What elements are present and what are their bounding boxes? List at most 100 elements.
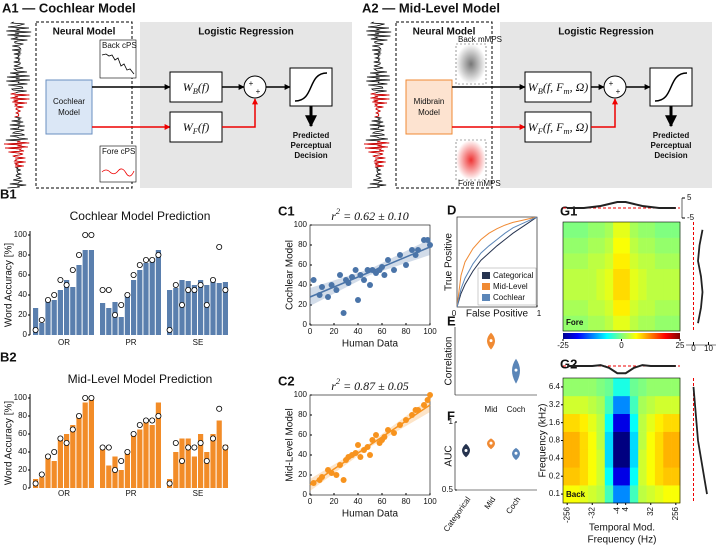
- category-label: PR: [125, 489, 136, 498]
- heatmap-cell: [629, 284, 639, 301]
- heatmap-cell: [613, 395, 622, 415]
- heatmap-cell: [663, 268, 672, 285]
- subscript: m: [564, 87, 570, 96]
- scatter-point: [352, 267, 359, 273]
- human-point: [51, 448, 58, 455]
- heatmap-cell: [671, 467, 681, 486]
- y-axis-label: Correlation: [444, 337, 455, 386]
- heatmap-cell: [638, 299, 647, 316]
- weight-label: WB(f, Fm, Ω): [528, 80, 589, 97]
- temporal-profile: [567, 201, 676, 209]
- heatmap-cell: [621, 378, 631, 397]
- text-part: (f): [198, 80, 209, 94]
- y-tick-label: 0.1: [549, 489, 561, 498]
- subscript: F: [537, 127, 544, 136]
- weight-label: WF(f, Fm, Ω): [528, 120, 589, 137]
- heatmap-cell: [621, 395, 631, 415]
- section-title: Neural Model: [53, 27, 116, 38]
- heatmap-cell: [604, 237, 614, 254]
- heatmap-cell: [646, 413, 656, 432]
- heatmap-cell: [596, 299, 606, 316]
- heatmap-cell: [613, 449, 622, 468]
- bar: [82, 250, 88, 335]
- human-point: [82, 231, 89, 238]
- scatter-point: [310, 277, 317, 283]
- heatmap-cell: [638, 413, 647, 432]
- heatmap-frame: [562, 221, 681, 332]
- heatmap-cell: [663, 237, 672, 254]
- bar: [204, 452, 210, 488]
- heatmap-cell: [604, 315, 614, 332]
- sum-sign: +: [616, 87, 621, 96]
- bar: [39, 477, 45, 488]
- heatmap-cell: [629, 315, 639, 332]
- scatter-point: [373, 432, 379, 438]
- heatmap-cell: [579, 413, 589, 432]
- heatmap-cell: [671, 449, 681, 468]
- legend-label: Cochlear: [493, 293, 525, 302]
- model-label: Cochlear: [53, 97, 85, 106]
- heatmap-cell: [571, 299, 581, 316]
- human-point: [216, 405, 223, 412]
- bar: [118, 317, 124, 335]
- heatmap-cell: [654, 315, 664, 332]
- heatmap-cell: [646, 467, 656, 486]
- human-point: [209, 276, 216, 283]
- temporal-profile: [567, 364, 676, 375]
- x-tick-label: 32: [646, 506, 655, 515]
- heatmap-cell: [604, 284, 614, 301]
- heatmap-cell: [588, 222, 597, 238]
- median: [514, 368, 518, 372]
- heatmap-cell: [596, 253, 606, 270]
- y-tick-label: 100: [14, 393, 28, 402]
- tick-label: 0: [691, 344, 696, 353]
- heatmap-cell: [613, 284, 622, 301]
- bar: [204, 285, 210, 335]
- heatmap-cell: [579, 431, 589, 450]
- panel-label: G2: [560, 356, 577, 371]
- scatter-point: [385, 257, 391, 263]
- human-point: [38, 316, 45, 323]
- bar: [137, 270, 143, 335]
- scatter-point: [391, 267, 397, 273]
- scatter-point: [403, 262, 409, 268]
- human-point: [172, 281, 179, 288]
- bar: [64, 434, 70, 488]
- human-point: [149, 256, 156, 263]
- human-point: [118, 301, 125, 308]
- decision-label: Predicted: [293, 131, 330, 140]
- x-axis-label: Human Data: [342, 509, 399, 520]
- bar: [143, 420, 149, 488]
- heatmap-cell: [563, 449, 572, 468]
- y-tick-label: 40: [18, 290, 27, 299]
- y-tick-label: 40: [298, 280, 307, 289]
- y-tick-label: 3.2: [549, 400, 561, 409]
- bar: [149, 260, 155, 335]
- heatmap-cell: [638, 449, 647, 468]
- panel-title: A2 — Mid-Level Model: [362, 0, 500, 15]
- human-point: [178, 457, 185, 464]
- heatmap-cell: [671, 413, 681, 432]
- heatmap-cell: [571, 449, 581, 468]
- heatmap-cell: [621, 315, 631, 332]
- bar: [191, 285, 197, 335]
- heatmap-cell: [654, 467, 664, 486]
- y-tick-label: 0.4: [549, 453, 561, 462]
- human-point: [69, 426, 76, 433]
- bar: [118, 470, 124, 488]
- panel-label: B1: [0, 186, 17, 201]
- text-part: = 0.62 ± 0.10: [340, 209, 409, 223]
- median: [489, 339, 493, 343]
- human-point: [45, 296, 52, 303]
- heatmap-cell: [638, 222, 647, 238]
- fore-image: [455, 139, 487, 181]
- heatmap-cell: [629, 237, 639, 254]
- scatter-point: [319, 284, 325, 290]
- bar: [82, 402, 88, 488]
- bar: [167, 290, 173, 335]
- y-tick-label: 0.5: [442, 485, 454, 494]
- heatmap-cell: [663, 395, 672, 415]
- heatmap-cell: [654, 268, 664, 285]
- human-point: [197, 439, 204, 446]
- category-label: OR: [58, 489, 70, 498]
